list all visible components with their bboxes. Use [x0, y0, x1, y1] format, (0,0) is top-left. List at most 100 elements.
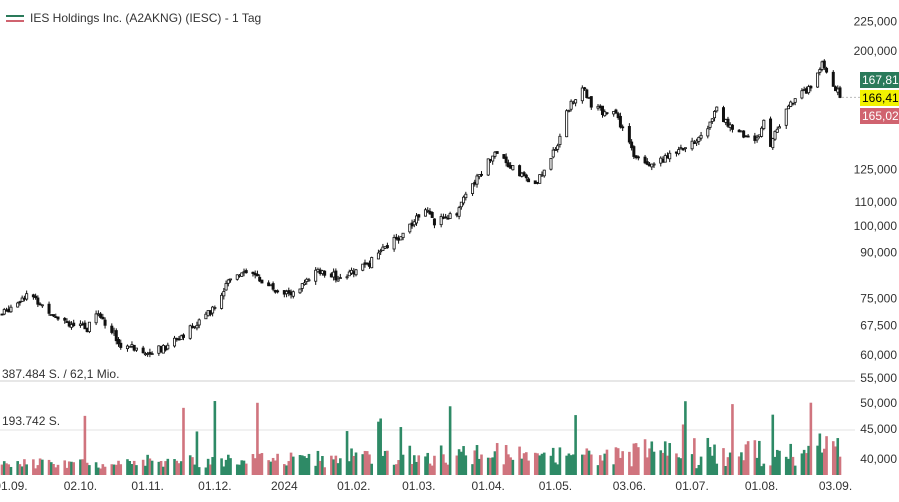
x-tick-label: 01.03.: [402, 479, 435, 493]
volume-bar: [271, 457, 275, 475]
volume-bar: [52, 463, 55, 475]
candle-body: [585, 89, 589, 99]
volume-bar: [536, 453, 539, 475]
candle-body: [291, 291, 295, 297]
volume-bar: [448, 406, 452, 475]
volume-bar: [173, 459, 176, 475]
volume-bar: [569, 455, 573, 475]
volume-bar: [135, 465, 138, 475]
candle-body: [762, 119, 766, 129]
volume-bar: [836, 438, 840, 475]
volume-bar: [455, 455, 459, 475]
volume-bar: [773, 456, 777, 475]
volume-bar: [401, 454, 405, 475]
volume-bar: [646, 457, 649, 475]
candle-body: [336, 278, 340, 282]
volume-bar: [67, 461, 71, 475]
candle-body: [195, 324, 199, 329]
candle-body: [40, 304, 44, 307]
candle-body: [567, 110, 571, 112]
volume-bar: [784, 456, 788, 475]
volume-bar: [415, 461, 418, 475]
candle-body: [583, 87, 587, 90]
volume-bar: [715, 463, 719, 475]
candle-body: [119, 342, 123, 348]
volume-max-label: 387.484 S. / 62,1 Mio.: [2, 367, 119, 381]
volume-tick-label: 55,000: [860, 371, 897, 385]
volume-bar: [428, 463, 432, 475]
volume-bar: [769, 465, 772, 475]
svg-text:167,812: 167,812: [862, 73, 899, 87]
volume-bar: [549, 455, 553, 475]
candle-body: [605, 112, 609, 114]
candle-body: [240, 272, 244, 277]
volume-bar: [383, 450, 387, 475]
volume-bar: [32, 459, 35, 475]
candle-body: [101, 316, 105, 320]
volume-bar: [148, 458, 152, 475]
candle-body: [511, 165, 515, 171]
candle-body: [580, 87, 584, 102]
chart-title: IES Holdings Inc. (A2AKNG) (IESC) - 1 Ta…: [30, 11, 262, 25]
candle-body: [831, 71, 835, 87]
candle-body: [479, 173, 483, 176]
volume-bar: [527, 460, 530, 475]
volume-bar: [619, 457, 622, 475]
volume-bar: [164, 461, 167, 475]
volume-bar: [834, 446, 837, 475]
volume-bar: [162, 466, 165, 475]
volume-bar: [424, 456, 427, 475]
candle-body: [2, 309, 6, 315]
candle-body: [103, 319, 107, 326]
volume-bar: [722, 448, 725, 475]
volume-bar: [598, 455, 602, 475]
volume-bar: [269, 461, 273, 475]
x-tick-label: 01.08.: [745, 479, 778, 493]
candle-body: [715, 106, 719, 112]
volume-bar: [191, 457, 194, 475]
volume-bar: [386, 450, 389, 475]
candle-body: [506, 162, 510, 168]
candle-body: [229, 278, 233, 281]
x-tick-label: 01.07.: [675, 479, 708, 493]
candle-body: [663, 155, 667, 163]
volume-bar: [2, 461, 6, 475]
volume-bar: [462, 446, 465, 475]
candle-body: [334, 270, 338, 281]
volume-bar: [697, 464, 701, 475]
candle-body: [430, 212, 434, 218]
candle-body: [251, 271, 255, 274]
price-candles: [0, 59, 842, 358]
candle-body: [627, 126, 631, 143]
volume-bar: [256, 402, 259, 475]
volume-bar: [710, 455, 714, 475]
volume-bar: [495, 443, 499, 475]
candle-body: [778, 126, 782, 129]
volume-bar: [486, 457, 490, 475]
candle-body: [695, 140, 699, 144]
volume-bar: [220, 458, 223, 475]
volume-bar: [146, 454, 149, 475]
candle-body: [134, 347, 138, 351]
volume-bar: [88, 465, 91, 475]
candle-body: [471, 183, 475, 194]
candle-body: [439, 216, 443, 226]
price-tick-label: 60,000: [860, 348, 897, 362]
volume-bar: [56, 464, 60, 475]
candle-body: [538, 174, 542, 184]
candle-body: [699, 134, 703, 139]
x-tick-label: 03.09.: [819, 479, 852, 493]
volume-bar: [132, 460, 136, 475]
price-tick-label: 75,000: [860, 292, 897, 306]
candle-body: [204, 313, 208, 320]
volume-bar: [605, 449, 609, 475]
volume-bar: [793, 465, 797, 475]
candle-body: [385, 245, 389, 249]
candle-body: [524, 174, 528, 179]
candle-body: [117, 339, 121, 345]
volume-bar: [175, 460, 179, 475]
volume-bar: [838, 456, 842, 475]
volume-tick-label: 45,000: [860, 422, 897, 436]
candle-body: [565, 110, 569, 138]
